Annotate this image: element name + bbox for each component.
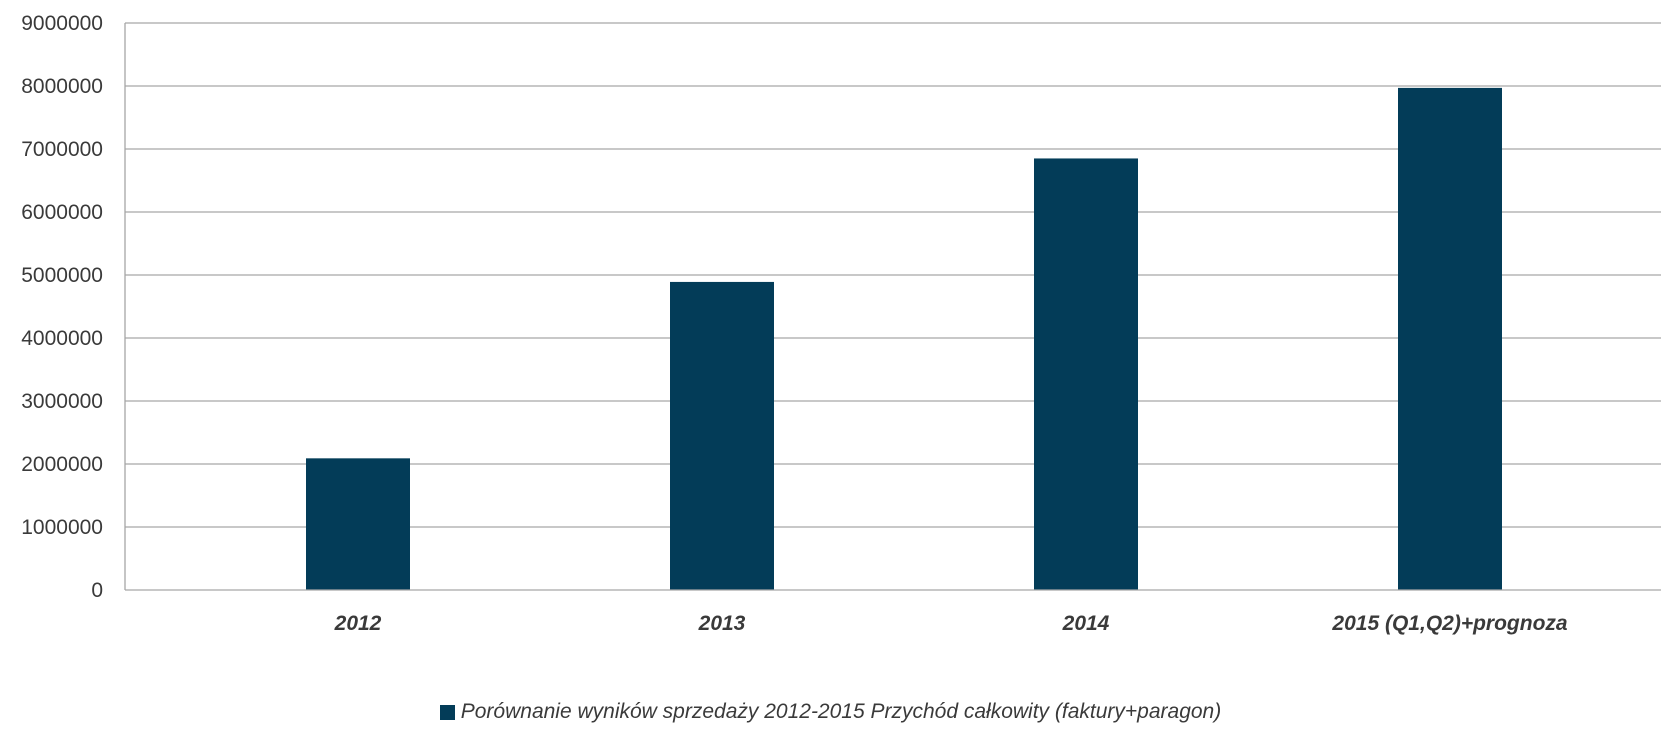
bar	[1034, 158, 1138, 590]
bars	[306, 87, 1502, 590]
x-category-label: 2012	[334, 612, 382, 635]
x-category-label: 2014	[1062, 612, 1110, 635]
x-category-label: 2013	[698, 612, 746, 635]
bar	[306, 458, 410, 590]
legend: Porównanie wyników sprzedaży 2012-2015 P…	[0, 699, 1661, 725]
bar	[670, 281, 774, 590]
y-tick-label: 6000000	[21, 201, 103, 224]
y-tick-label: 9000000	[21, 12, 103, 35]
y-tick-label: 4000000	[21, 327, 103, 350]
y-tick-label: 5000000	[21, 264, 103, 287]
y-tick-label: 7000000	[21, 138, 103, 161]
bar-chart: 0 1000000 2000000 3000000 4000000 5000000 6000…	[21, 12, 1661, 635]
axes	[124, 23, 1661, 591]
x-category-label: 2015 (Q1,Q2)+prognoza	[1331, 612, 1567, 635]
y-axis-tick-labels: 0 1000000 2000000 3000000 4000000 5000000 6000…	[21, 12, 103, 602]
legend-label: Porównanie wyników sprzedaży 2012-2015 P…	[460, 700, 1222, 723]
y-tick-label: 1000000	[21, 516, 103, 539]
y-tick-label: 8000000	[21, 75, 103, 98]
y-tick-label: 0	[91, 579, 103, 602]
y-tick-label: 3000000	[21, 390, 103, 413]
y-tick-label: 2000000	[21, 453, 103, 476]
legend-swatch	[439, 704, 455, 720]
bar	[1398, 87, 1502, 590]
x-axis-category-labels: 2012 2013 2014 2015 (Q1,Q2)+prognoza	[334, 612, 1568, 635]
